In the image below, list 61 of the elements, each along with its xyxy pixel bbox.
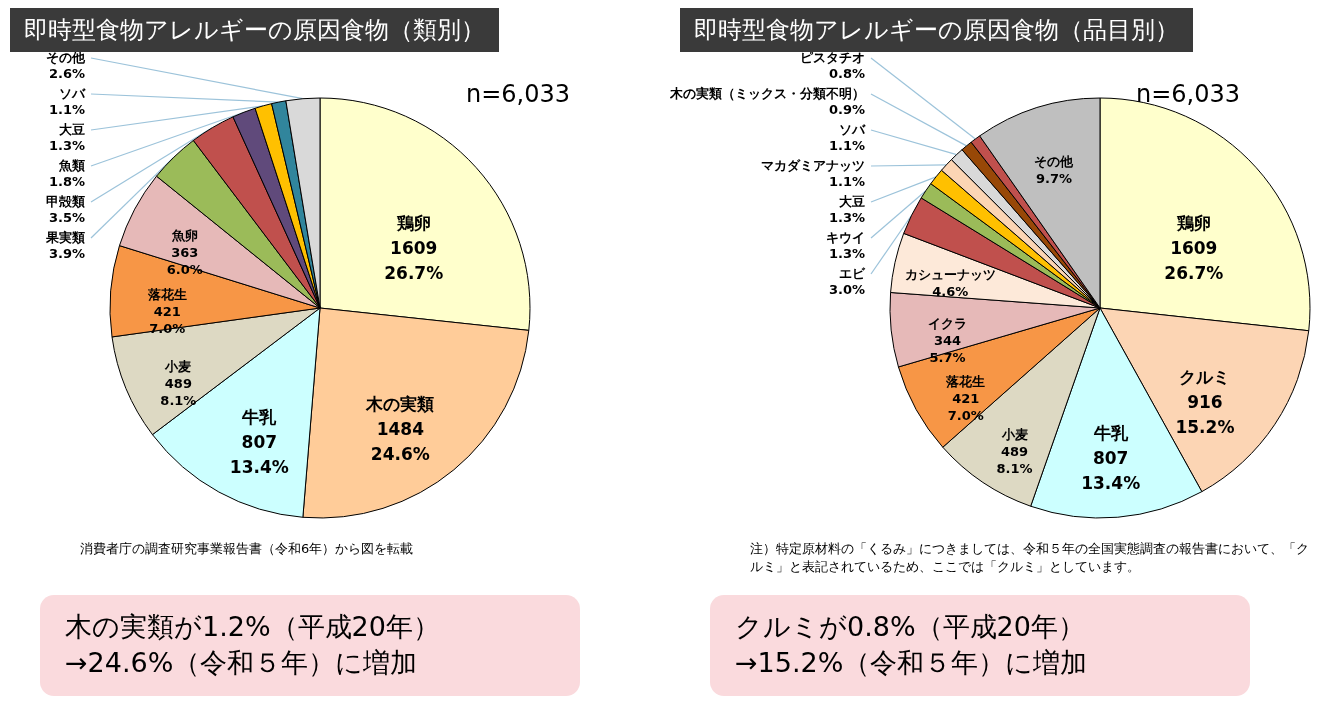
data-label: 363 6.0%	[166, 244, 203, 277]
slice-label: 大豆	[839, 194, 865, 209]
slice-label: 魚類	[58, 158, 85, 173]
slice-label: その他	[1034, 153, 1075, 169]
slice-label: 牛乳	[1092, 422, 1129, 443]
data-label: 3.0%	[828, 282, 865, 297]
slice-label: クルミ	[1179, 366, 1231, 387]
data-label: 1609 26.7%	[384, 237, 444, 283]
slice-label: 大豆	[59, 122, 85, 137]
slice-label: 果実類	[45, 230, 85, 245]
slice-label: 小麦	[164, 358, 192, 374]
slice-label: 木の実類	[365, 394, 435, 415]
slice-label: 牛乳	[241, 407, 278, 428]
data-label: 3.5%	[48, 210, 85, 225]
data-label: 807 13.4%	[1081, 447, 1141, 493]
data-label: 1.3%	[828, 246, 865, 261]
data-label: 1484 24.6%	[370, 419, 430, 465]
data-label: 807 13.4%	[229, 432, 289, 478]
chart-title: 即時型食物アレルギーの原因食物（品目別）	[694, 16, 1179, 44]
slice-label: 落花生	[945, 374, 986, 390]
data-label: 1.3%	[828, 210, 865, 225]
slice-label: 小麦	[1000, 427, 1028, 443]
slice-label: マカダミアナッツ	[761, 158, 865, 173]
data-label: 4.6%	[932, 283, 969, 299]
text: 木の実類が1.2%（平成20年） →24.6%（令和５年）に増加	[40, 595, 580, 696]
data-label: 489 8.1%	[996, 444, 1033, 477]
slice-label: 甲殻類	[46, 194, 85, 209]
data-label: 9.7%	[1035, 170, 1072, 186]
data-label: 2.6%	[48, 66, 85, 81]
data-label: 344 5.7%	[929, 333, 966, 366]
slice-label: 魚卵	[170, 227, 198, 243]
text: n=6,033	[465, 80, 570, 108]
slice-label: カシューナッツ	[904, 266, 996, 282]
slice-label: 木の実類（ミックス・分類不明）	[669, 86, 865, 101]
slice-label: ピスタチオ	[800, 50, 865, 65]
text: クルミが0.8%（平成20年） →15.2%（令和５年）に増加	[710, 595, 1250, 696]
slice-label: ソバ	[59, 86, 86, 101]
data-label: 489 8.1%	[160, 375, 197, 408]
slice-label: キウイ	[826, 230, 865, 245]
data-label: 1.1%	[828, 138, 865, 153]
text: 注）特定原材料の「くるみ」につきましては、令和５年の全国実態調査の報告書において、「クルミ」と表記されているため、ここでは「クルミ」としています。	[750, 540, 1310, 576]
text: n=6,033	[1135, 80, 1240, 108]
text: 消費者庁の調査研究事業報告書（令和6年）から図を転載	[80, 540, 415, 558]
slice-label: その他	[46, 50, 86, 65]
slice-label: ソバ	[839, 122, 866, 137]
data-label: 916 15.2%	[1175, 391, 1235, 437]
slice-label: イクラ	[928, 316, 968, 332]
chart-title: 即時型食物アレルギーの原因食物（類別）	[24, 16, 485, 44]
data-label: 0.8%	[828, 66, 865, 81]
slice-label: 落花生	[146, 287, 187, 303]
data-label: 1.3%	[48, 138, 85, 153]
slice-label: エビ	[839, 266, 866, 281]
slice-label: 鶏卵	[1175, 212, 1211, 233]
data-label: 1.8%	[48, 174, 85, 189]
data-label: 0.9%	[828, 102, 865, 117]
slice-label: 鶏卵	[395, 212, 431, 233]
data-label: 3.9%	[48, 246, 85, 261]
data-label: 421 7.0%	[149, 304, 186, 337]
data-label: 1609 26.7%	[1164, 237, 1224, 283]
data-label: 1.1%	[828, 174, 865, 189]
data-label: 1.1%	[48, 102, 85, 117]
